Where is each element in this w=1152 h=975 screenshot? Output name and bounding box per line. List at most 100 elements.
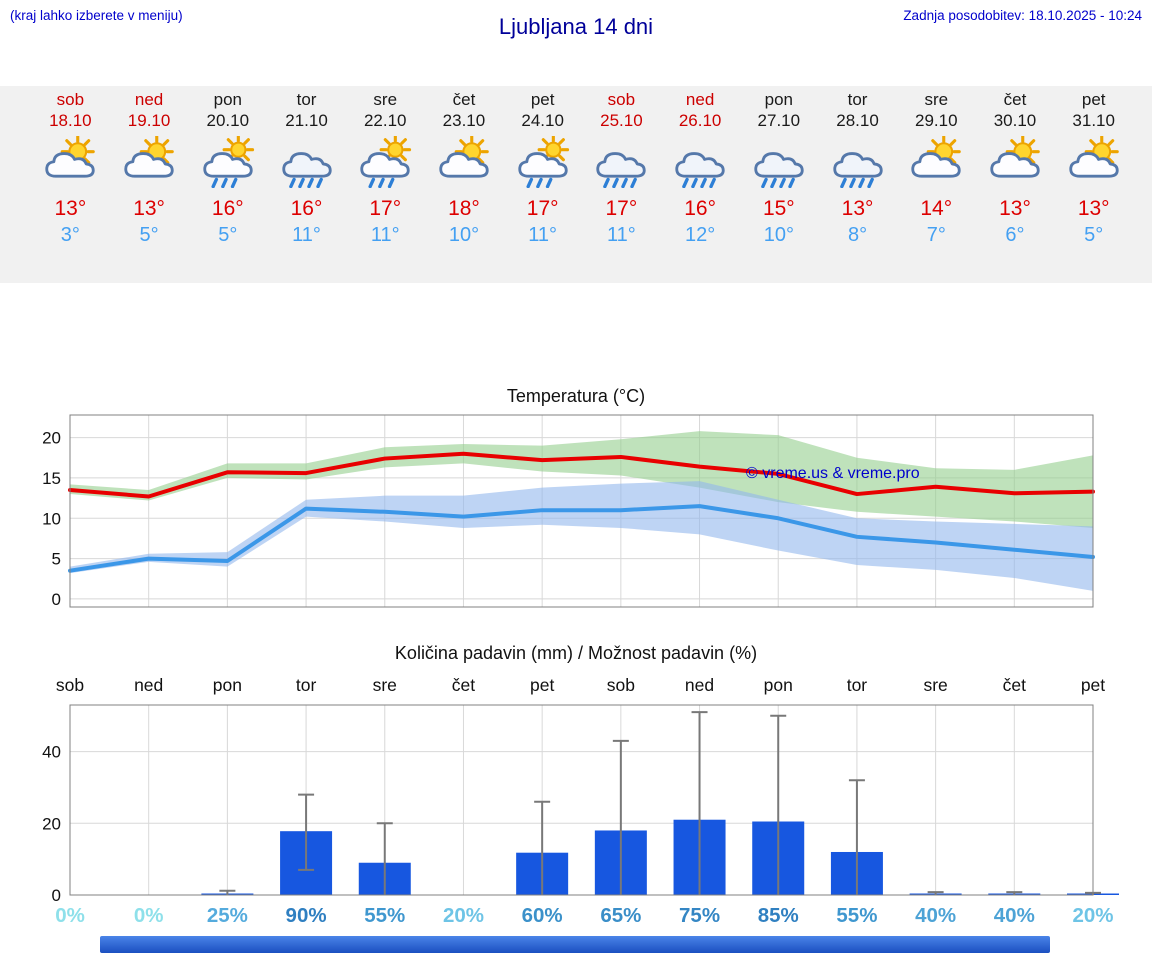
day-column[interactable]: ned 19.10 13° 5° bbox=[110, 88, 189, 281]
day-column[interactable]: pon 27.10 15° 10° bbox=[739, 88, 818, 281]
precip-day-label: sre bbox=[373, 675, 397, 695]
day-name: čet bbox=[1003, 90, 1027, 109]
temp-y-tick-label: 10 bbox=[42, 509, 61, 528]
day-date: 23.10 bbox=[442, 111, 486, 130]
day-name: ned bbox=[134, 90, 164, 109]
day-name: pet bbox=[1081, 90, 1106, 109]
precip-probability: 60% bbox=[522, 904, 563, 927]
day-column[interactable]: pet 31.10 13° 5° bbox=[1054, 88, 1133, 281]
weather-icon-wrap bbox=[905, 134, 967, 192]
high-temperature: 18° bbox=[448, 197, 480, 220]
rain-icon bbox=[754, 152, 804, 189]
precip-day-label: tor bbox=[847, 675, 868, 695]
day-name: tor bbox=[847, 90, 868, 109]
low-temperature: 8° bbox=[847, 224, 868, 246]
temp-min-line bbox=[68, 504, 1095, 573]
day-column[interactable]: sre 29.10 14° 7° bbox=[897, 88, 976, 281]
high-temperature: 17° bbox=[369, 197, 402, 220]
weather-icon-wrap bbox=[748, 136, 810, 192]
day-column[interactable]: ned 26.10 16° 12° bbox=[661, 88, 740, 281]
low-temperature: 12° bbox=[684, 224, 716, 246]
day-date: 18.10 bbox=[49, 111, 92, 130]
weather-icon-wrap bbox=[197, 133, 259, 192]
day-column[interactable]: sre 22.10 17° 11° bbox=[346, 88, 425, 281]
rain-icon bbox=[832, 152, 883, 189]
weather-icon-wrap bbox=[827, 136, 889, 192]
precip-day-label: sob bbox=[56, 675, 84, 695]
low-temperature: 5° bbox=[218, 224, 238, 246]
temp-y-tick-label: 0 bbox=[52, 590, 61, 609]
partly-icon bbox=[990, 134, 1040, 178]
precip-day-label: ned bbox=[685, 675, 714, 695]
day-date: 26.10 bbox=[678, 111, 722, 130]
day-name: sob bbox=[56, 90, 85, 109]
precip-probability: 25% bbox=[207, 904, 248, 927]
day-column[interactable]: čet 30.10 13° 6° bbox=[976, 88, 1055, 281]
low-temperature: 3° bbox=[60, 224, 80, 246]
day-column[interactable]: sob 18.10 13° 3° bbox=[31, 88, 110, 281]
precip-probability: 85% bbox=[758, 904, 799, 927]
day-column[interactable]: sob 25.10 17° 11° bbox=[582, 88, 661, 281]
precip-y-tick-label: 40 bbox=[42, 743, 61, 762]
high-temperature: 16° bbox=[211, 197, 244, 220]
high-temperature: 13° bbox=[1077, 197, 1110, 220]
high-temperature: 15° bbox=[762, 197, 795, 220]
high-temperature: 17° bbox=[605, 197, 638, 220]
precip-probability: 55% bbox=[836, 904, 877, 927]
low-temperature: 11° bbox=[292, 224, 321, 246]
day-name: sob bbox=[607, 90, 636, 109]
temp-max-line bbox=[68, 451, 1095, 499]
day-column[interactable]: tor 21.10 16° 11° bbox=[267, 88, 346, 281]
day-date: 19.10 bbox=[127, 111, 171, 130]
day-column[interactable]: čet 23.10 18° 10° bbox=[425, 88, 504, 281]
rain-icon bbox=[675, 152, 725, 189]
precip-day-label: pon bbox=[764, 675, 793, 695]
precip-probability: 20% bbox=[443, 904, 484, 927]
high-temperature: 13° bbox=[133, 197, 165, 220]
day-date: 24.10 bbox=[521, 111, 564, 130]
day-column[interactable]: tor 28.10 13° 8° bbox=[818, 88, 897, 281]
weather-icon-wrap bbox=[669, 136, 731, 192]
precip-day-label: ned bbox=[134, 675, 163, 695]
high-temperature: 17° bbox=[526, 197, 559, 220]
partly-icon bbox=[439, 134, 489, 178]
temp-y-tick-label: 20 bbox=[42, 429, 61, 448]
high-temperature: 13° bbox=[54, 197, 87, 220]
precip-day-label: sre bbox=[923, 675, 947, 695]
low-temperature: 7° bbox=[926, 224, 946, 246]
day-column[interactable]: pon 20.10 16° 5° bbox=[188, 88, 267, 281]
last-updated-text: Zadnja posodobitev: 18.10.2025 - 10:24 bbox=[903, 8, 1142, 23]
low-temperature: 11° bbox=[528, 224, 558, 246]
weather-icon-wrap bbox=[39, 134, 101, 192]
temperature-chart-title: Temperatura (°C) bbox=[506, 386, 646, 406]
low-temperature: 10° bbox=[448, 224, 480, 246]
page-title: Ljubljana 14 dni bbox=[498, 14, 654, 39]
weather-icon-wrap bbox=[590, 136, 652, 192]
low-temperature: 6° bbox=[1005, 224, 1025, 246]
day-name: čet bbox=[452, 90, 476, 109]
day-name: tor bbox=[296, 90, 317, 109]
precip-probability: 65% bbox=[600, 904, 641, 927]
precip-probability: 75% bbox=[679, 904, 720, 927]
weather-icon-wrap bbox=[984, 134, 1046, 192]
day-name: pet bbox=[530, 90, 555, 109]
weather-icon-wrap bbox=[276, 136, 338, 192]
day-date: 27.10 bbox=[757, 111, 801, 130]
precip-day-label: tor bbox=[296, 675, 317, 695]
day-name: sre bbox=[924, 90, 949, 109]
watermark-link[interactable]: © vreme.us & vreme.pro bbox=[746, 465, 920, 482]
precip-probability: 40% bbox=[994, 904, 1035, 927]
partly-icon bbox=[911, 134, 962, 178]
high-temperature: 16° bbox=[290, 197, 323, 220]
day-date: 25.10 bbox=[600, 111, 643, 130]
high-temperature: 13° bbox=[999, 197, 1031, 220]
weather-icon-wrap bbox=[354, 133, 416, 192]
day-column[interactable]: pet 24.10 17° 11° bbox=[503, 88, 582, 281]
weather-icon-wrap bbox=[433, 134, 495, 192]
temp-chart-border bbox=[69, 414, 1094, 608]
precip-probability: 90% bbox=[286, 904, 327, 927]
low-temperature: 10° bbox=[763, 224, 794, 246]
day-name: sre bbox=[373, 90, 398, 109]
location-menu-hint[interactable]: (kraj lahko izberete v meniju) bbox=[10, 8, 183, 23]
